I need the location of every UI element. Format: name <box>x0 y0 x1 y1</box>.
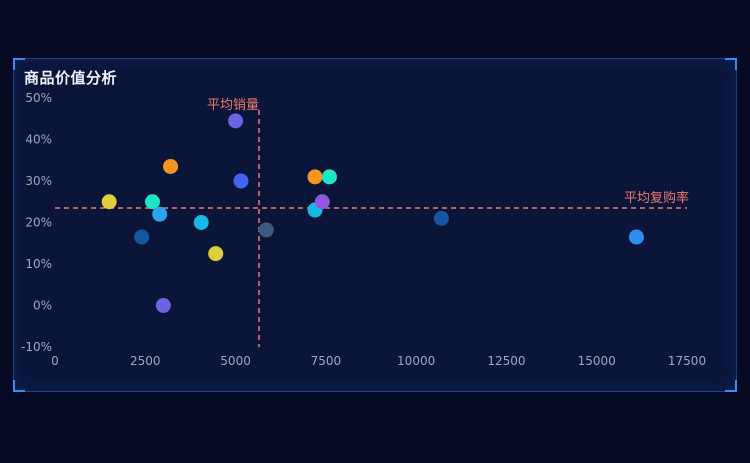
data-point <box>228 113 244 129</box>
x-tick-label: 12500 <box>487 354 525 368</box>
data-point <box>134 229 150 245</box>
corner-decoration <box>725 58 737 70</box>
data-point <box>101 194 117 210</box>
y-tick-label: 30% <box>25 174 52 188</box>
data-point <box>152 206 168 222</box>
data-point <box>163 158 179 174</box>
x-tick-label: 5000 <box>220 354 251 368</box>
data-point <box>193 215 209 230</box>
y-tick-label: 10% <box>25 257 52 271</box>
avg-repurchase-label: 平均复购率 <box>624 190 689 206</box>
data-point <box>314 194 330 210</box>
x-tick-label: 17500 <box>668 354 706 368</box>
y-tick-label: 20% <box>25 216 52 230</box>
data-point <box>208 246 224 262</box>
data-point <box>628 229 644 245</box>
corner-decoration <box>13 380 25 392</box>
chart-panel <box>13 58 737 392</box>
y-tick-label: -10% <box>21 340 52 354</box>
x-tick-label: 10000 <box>397 354 435 368</box>
x-tick-label: 15000 <box>578 354 616 368</box>
chart-title: 商品价值分析 <box>24 69 118 87</box>
data-point <box>307 169 323 185</box>
corner-decoration <box>13 58 25 70</box>
x-tick-label: 0 <box>51 354 59 368</box>
data-point <box>433 210 449 226</box>
corner-decoration <box>725 380 737 392</box>
data-point <box>155 298 171 313</box>
x-tick-label: 7500 <box>311 354 342 368</box>
y-tick-label: 50% <box>25 91 52 105</box>
x-tick-label: 2500 <box>130 354 161 368</box>
avg-sales-label: 平均销量 <box>207 98 259 113</box>
data-point <box>321 169 337 185</box>
data-point <box>233 173 249 189</box>
y-tick-label: 40% <box>25 133 52 147</box>
data-point <box>258 222 274 238</box>
y-tick-label: 0% <box>33 299 52 313</box>
data-point <box>145 194 161 210</box>
